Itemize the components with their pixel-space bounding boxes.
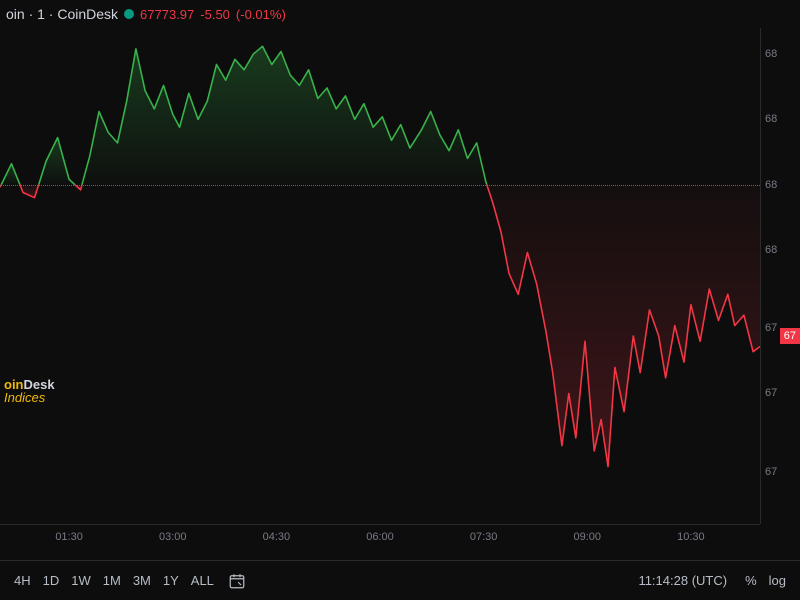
range-button-1d[interactable]: 1D bbox=[37, 569, 66, 592]
x-tick-label: 01:30 bbox=[55, 531, 83, 543]
y-tick-label: 68 bbox=[765, 113, 777, 125]
calendar-icon[interactable] bbox=[228, 572, 246, 590]
x-tick-label: 09:00 bbox=[574, 531, 602, 543]
status-dot-icon bbox=[124, 9, 134, 19]
current-price-tag: 67 bbox=[780, 328, 800, 344]
range-button-3m[interactable]: 3M bbox=[127, 569, 157, 592]
range-button-all[interactable]: ALL bbox=[185, 569, 220, 592]
x-tick-label: 07:30 bbox=[470, 531, 498, 543]
last-price: 67773.97 bbox=[140, 7, 194, 22]
log-scale-button[interactable]: log bbox=[763, 569, 792, 592]
y-tick-label: 68 bbox=[765, 244, 777, 256]
baseline-line bbox=[0, 185, 760, 186]
y-tick-label: 67 bbox=[765, 466, 777, 478]
y-tick-label: 67 bbox=[765, 322, 777, 334]
price-change: -5.50 bbox=[200, 7, 230, 22]
x-tick-label: 10:30 bbox=[677, 531, 705, 543]
y-tick-label: 68 bbox=[765, 48, 777, 60]
x-axis[interactable]: 01:30 03:00 04:30 06:00 07:30 09:00 10:30 bbox=[0, 524, 760, 560]
percent-scale-button[interactable]: % bbox=[739, 569, 763, 592]
range-button-1y[interactable]: 1Y bbox=[157, 569, 185, 592]
range-button-1w[interactable]: 1W bbox=[65, 569, 97, 592]
clock-label[interactable]: 11:14:28 (UTC) bbox=[638, 573, 727, 588]
price-change-pct: (-0.01%) bbox=[236, 7, 286, 22]
bottom-toolbar: 4H1D1W1M3M1YALL 11:14:28 (UTC) % log bbox=[0, 560, 800, 600]
y-tick-label: 67 bbox=[765, 387, 777, 399]
x-tick-label: 04:30 bbox=[263, 531, 291, 543]
y-tick-label: 68 bbox=[765, 179, 777, 191]
chart-plot-area[interactable]: oinDesk Indices bbox=[0, 28, 760, 524]
watermark-logo: oinDesk Indices bbox=[4, 378, 55, 405]
chart-header: oin · 1 · CoinDesk 67773.97 -5.50 (-0.01… bbox=[0, 0, 800, 28]
chart-container: oinDesk Indices 6868686867676767 01:3003… bbox=[0, 28, 800, 560]
x-tick-label: 06:00 bbox=[366, 531, 394, 543]
range-button-1m[interactable]: 1M bbox=[97, 569, 127, 592]
range-button-4h[interactable]: 4H bbox=[8, 569, 37, 592]
symbol-label[interactable]: oin · 1 · CoinDesk bbox=[6, 6, 118, 22]
x-tick-label: 03:00 bbox=[159, 531, 187, 543]
y-axis[interactable]: 6868686867676767 bbox=[760, 28, 800, 524]
